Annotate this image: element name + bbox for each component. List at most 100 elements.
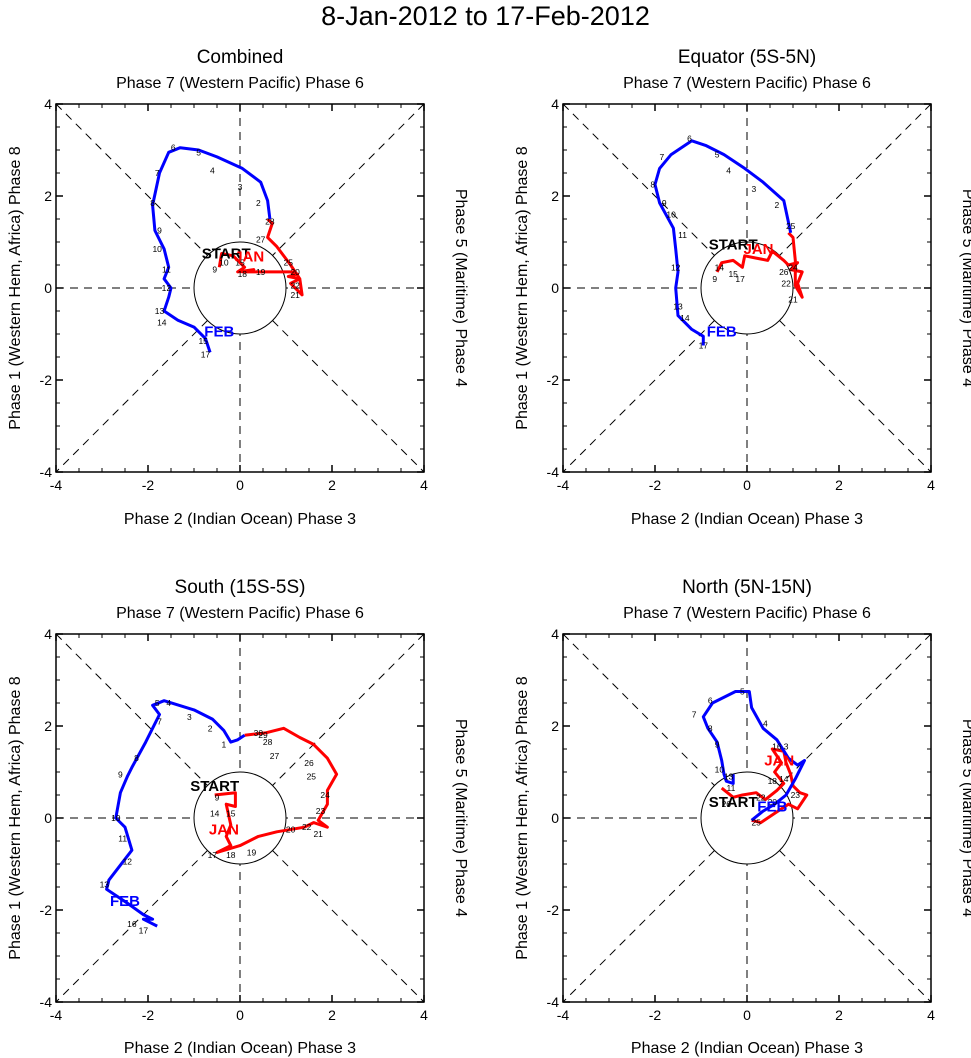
right-axis-label: Phase 5 (Maritime) Phase 4 [452, 719, 469, 917]
diagonal-dashed-line [779, 320, 932, 473]
day-label: 11 [726, 783, 735, 793]
day-label: 3 [238, 182, 243, 192]
y-tick-label: -2 [40, 372, 53, 388]
x-tick-label: 0 [743, 1007, 751, 1023]
diagonal-dashed-line [562, 633, 715, 786]
day-label: 27 [256, 235, 266, 245]
day-label: 10 [111, 813, 121, 823]
day-label: 8 [650, 180, 655, 190]
day-label: 14 [715, 262, 725, 272]
y-tick-label: 4 [44, 96, 52, 112]
diagonal-dashed-line [562, 850, 715, 1003]
series-line-jan [217, 217, 304, 297]
day-label: 27 [270, 751, 280, 761]
day-label: 11 [678, 230, 687, 240]
day-label: 7 [660, 152, 665, 162]
y-tick-label: 2 [44, 718, 52, 734]
day-label: 25 [307, 772, 317, 782]
day-label: 20 [768, 797, 778, 807]
day-label: 2 [256, 198, 261, 208]
day-label: 9 [662, 198, 667, 208]
day-label: 14 [779, 774, 789, 784]
day-label: 5 [196, 147, 201, 157]
x-tick-label: 0 [236, 477, 244, 493]
day-label: 17 [139, 926, 149, 936]
day-label: 15 [235, 258, 245, 268]
day-label: 23 [791, 790, 801, 800]
right-axis-label: Phase 5 (Maritime) Phase 4 [452, 189, 469, 387]
day-label: 18 [226, 850, 236, 860]
day-label: 16 [772, 742, 782, 752]
day-label: 25 [786, 221, 796, 231]
day-label: 14 [210, 808, 220, 818]
series-line-jan [214, 726, 339, 854]
x-tick-label: -4 [557, 1007, 570, 1023]
unit-circle [700, 771, 794, 865]
day-label: 21 [788, 295, 798, 305]
day-label: 17 [201, 350, 211, 360]
day-label: 26 [304, 758, 314, 768]
y-tick-label: -4 [547, 464, 560, 480]
chart-panel-2: South (15S-5S) Phase 7 (Western Pacific) … [7, 577, 469, 1057]
diagonal-dashed-line [55, 633, 208, 786]
x-tick-label: -2 [142, 1007, 155, 1023]
y-tick-label: 2 [551, 188, 559, 204]
start-label: START [202, 246, 251, 263]
day-label: 23 [316, 806, 326, 816]
y-tick-label: -4 [40, 994, 53, 1010]
day-label: 7 [155, 168, 160, 178]
day-label: 8 [150, 198, 155, 208]
month-label-jan: JAN [743, 241, 773, 258]
y-tick-label: 2 [551, 718, 559, 734]
diagonal-dashed-line [272, 633, 425, 786]
x-tick-label: 4 [927, 1007, 935, 1023]
day-label: 11 [162, 265, 171, 275]
day-label: 9 [118, 769, 123, 779]
day-label: 1 [222, 739, 227, 749]
day-label: 19 [256, 267, 266, 277]
day-label: 10 [666, 209, 676, 219]
unit-circle [700, 241, 794, 335]
start-label: START [709, 794, 758, 811]
month-label-feb: FEB [707, 324, 737, 341]
left-axis-label: Phase 1 (Western Hem, Africa) Phase 8 [7, 146, 24, 429]
day-label: 12 [123, 857, 133, 867]
series-line-feb [701, 690, 806, 822]
day-label: 12 [671, 262, 681, 272]
month-label-feb: FEB [757, 799, 787, 816]
month-label-jan: JAN [764, 753, 794, 770]
day-label: 18 [238, 269, 248, 279]
y-tick-label: 0 [44, 280, 52, 296]
day-label: 30 [254, 728, 264, 738]
day-label: 3 [187, 712, 192, 722]
day-label: 4 [210, 166, 215, 176]
y-tick-label: 0 [551, 280, 559, 296]
x-tick-label: 0 [743, 477, 751, 493]
day-label: 3 [752, 184, 757, 194]
y-tick-label: 4 [44, 626, 52, 642]
day-label: 7 [692, 710, 697, 720]
series-line-feb [105, 699, 246, 928]
day-label: 9 [157, 226, 162, 236]
day-label: 7 [157, 716, 162, 726]
main-title: 8-Jan-2012 to 17-Feb-2012 [321, 1, 650, 31]
day-label: 16 [127, 919, 137, 929]
day-label: 4 [166, 698, 171, 708]
chart-panel-3: North (5N-15N) Phase 7 (Western Pacific) … [514, 577, 971, 1057]
x-tick-label: -2 [649, 1007, 662, 1023]
day-label: 8 [134, 753, 139, 763]
right-axis-label: Phase 5 (Maritime) Phase 4 [959, 189, 971, 387]
panel-title: Combined [197, 47, 284, 68]
series-line-feb [151, 146, 272, 353]
right-axis-label: Phase 5 (Maritime) Phase 4 [959, 719, 971, 917]
x-tick-label: 2 [835, 1007, 843, 1023]
diagonal-dashed-line [779, 850, 932, 1003]
diagonal-dashed-line [779, 103, 932, 256]
top-axis-label: Phase 7 (Western Pacific) Phase 6 [116, 75, 364, 92]
day-label: 17 [735, 274, 745, 284]
panel-title: Equator (5S-5N) [678, 47, 816, 68]
month-label-feb: FEB [110, 893, 140, 910]
day-label: 22 [302, 822, 312, 832]
day-label: 22 [756, 792, 766, 802]
